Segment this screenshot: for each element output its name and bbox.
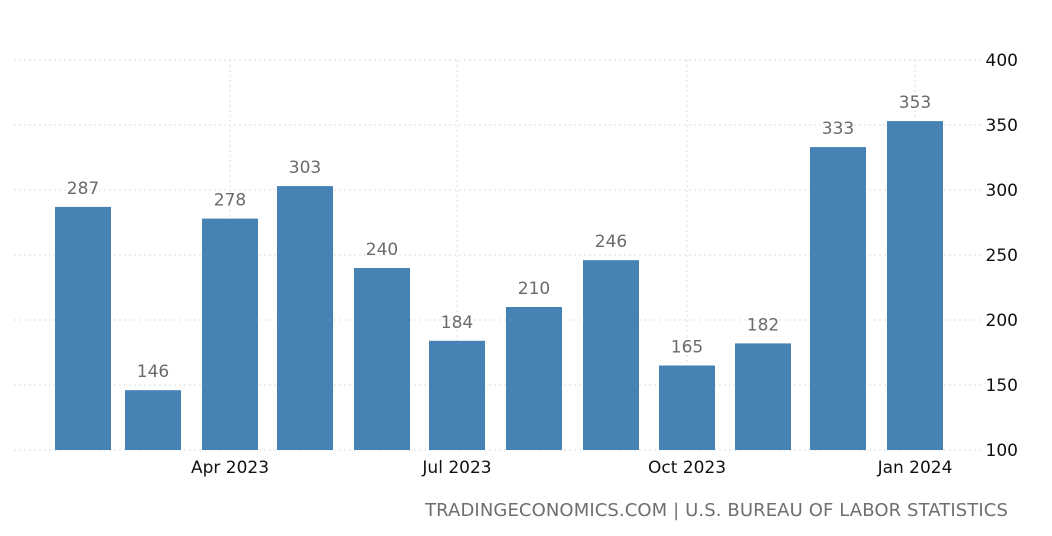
value-labels: 287 146 278 303 240 184 210 246 165 182 333 353 <box>67 93 931 382</box>
x-axis: Apr 2023 Jul 2023 Oct 2023 Jan 2024 <box>191 458 952 478</box>
data-label: 278 <box>214 191 246 211</box>
y-tick-label: 200 <box>986 311 1018 331</box>
y-axis: 100 150 200 250 300 350 400 <box>986 51 1018 461</box>
data-label: 184 <box>441 313 473 333</box>
bar-jul-2023 <box>429 340 485 450</box>
bar-apr-2023 <box>202 218 258 450</box>
bar-sep-2023 <box>583 260 639 450</box>
y-tick-label: 400 <box>986 51 1018 71</box>
bar-jan-2024 <box>887 121 943 450</box>
bar-mar-2023 <box>125 390 181 450</box>
data-label: 240 <box>366 240 398 260</box>
data-label: 165 <box>671 338 703 358</box>
bar-jun-2023 <box>354 268 410 450</box>
data-label: 210 <box>518 279 550 299</box>
y-tick-label: 100 <box>986 441 1018 461</box>
data-label: 182 <box>747 315 779 335</box>
bar-may-2023 <box>277 186 333 450</box>
y-tick-label: 300 <box>986 181 1018 201</box>
data-label: 353 <box>899 93 931 113</box>
x-tick-label: Apr 2023 <box>191 458 269 478</box>
data-label: 303 <box>289 158 321 178</box>
bar-feb-2023 <box>55 206 111 450</box>
x-tick-label: Jul 2023 <box>421 458 491 478</box>
x-tick-label: Jan 2024 <box>877 458 953 478</box>
y-tick-label: 350 <box>986 116 1018 136</box>
data-label: 333 <box>822 119 854 139</box>
y-tick-label: 250 <box>986 246 1018 266</box>
bar-aug-2023 <box>506 307 562 450</box>
data-label: 287 <box>67 179 99 199</box>
data-label: 246 <box>595 232 627 252</box>
bar-nov-2023 <box>735 343 791 450</box>
x-tick-label: Oct 2023 <box>648 458 726 478</box>
bar-oct-2023 <box>659 365 715 450</box>
bar-dec-2023 <box>810 147 866 450</box>
y-tick-label: 150 <box>986 376 1018 396</box>
bars <box>55 121 943 450</box>
source-credit: TRADINGECONOMICS.COM | U.S. BUREAU OF LA… <box>425 500 1008 521</box>
data-label: 146 <box>137 362 169 382</box>
